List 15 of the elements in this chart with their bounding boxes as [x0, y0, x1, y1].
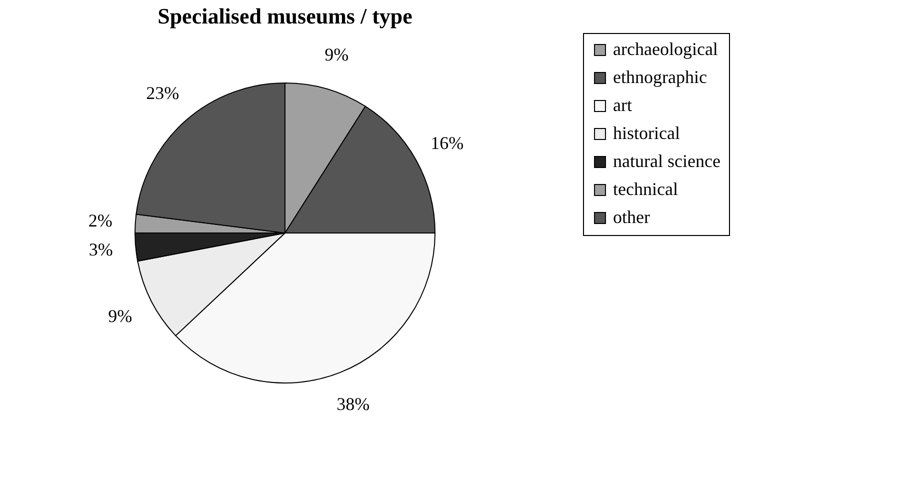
- data-label: 9%: [324, 44, 349, 64]
- legend-label: technical: [613, 179, 678, 199]
- legend-label: historical: [613, 123, 680, 143]
- legend-label: natural science: [613, 151, 720, 171]
- legend-label: other: [613, 207, 650, 227]
- data-label: 38%: [336, 394, 370, 414]
- legend-label: ethnographic: [613, 67, 707, 87]
- chart-title: Specialised museums / type: [158, 4, 413, 28]
- data-label: 23%: [146, 83, 180, 104]
- data-label: 3%: [88, 239, 113, 260]
- data-label: 16%: [430, 132, 464, 153]
- data-label: 9%: [108, 306, 132, 326]
- data-label: 2%: [88, 210, 112, 230]
- legend-label: archaeological: [613, 39, 718, 59]
- legend-label: art: [613, 95, 632, 115]
